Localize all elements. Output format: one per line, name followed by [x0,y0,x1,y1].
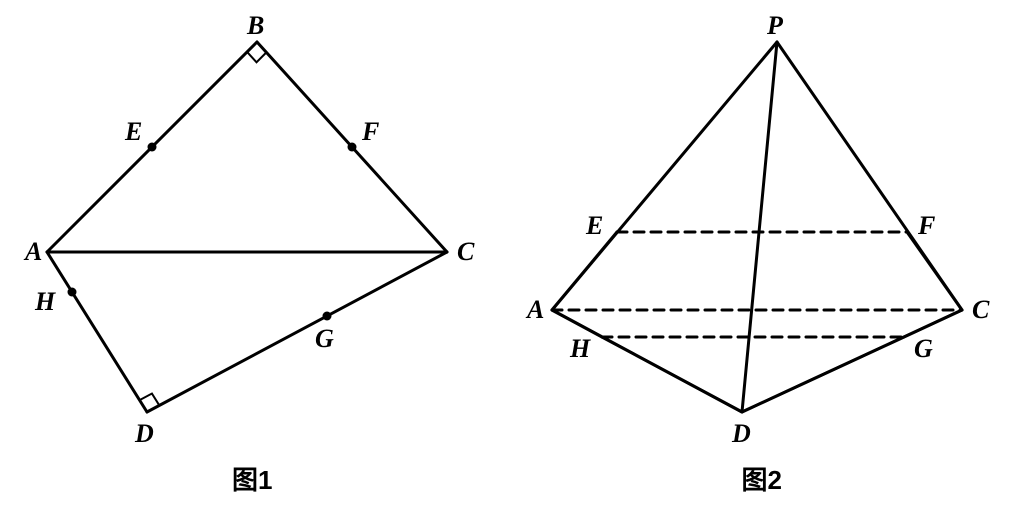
svg-text:A: A [525,295,544,324]
figure-2-caption: 图2 [742,460,782,497]
svg-text:E: E [585,211,603,240]
figure-2-svg: P A C D E F H G [522,12,1002,452]
figure-1-caption: 图1 [232,460,272,497]
svg-text:F: F [361,117,379,146]
figure-1: A B C D E F G H 图1 [17,12,487,497]
figure-2: P A C D E F H G 图2 [522,12,1002,497]
svg-text:H: H [569,334,591,363]
svg-text:H: H [34,287,56,316]
svg-text:G: G [315,324,334,353]
svg-text:E: E [124,117,142,146]
svg-text:F: F [917,211,935,240]
svg-text:B: B [246,12,264,40]
figure-1-svg: A B C D E F G H [17,12,487,452]
svg-text:G: G [914,334,933,363]
svg-text:D: D [731,419,751,448]
svg-text:P: P [766,12,784,40]
figures-container: A B C D E F G H 图1 P A C D E F H G 图2 [0,0,1019,509]
svg-text:C: C [457,237,475,266]
svg-text:D: D [134,419,154,448]
svg-text:C: C [972,295,990,324]
svg-text:A: A [23,237,42,266]
